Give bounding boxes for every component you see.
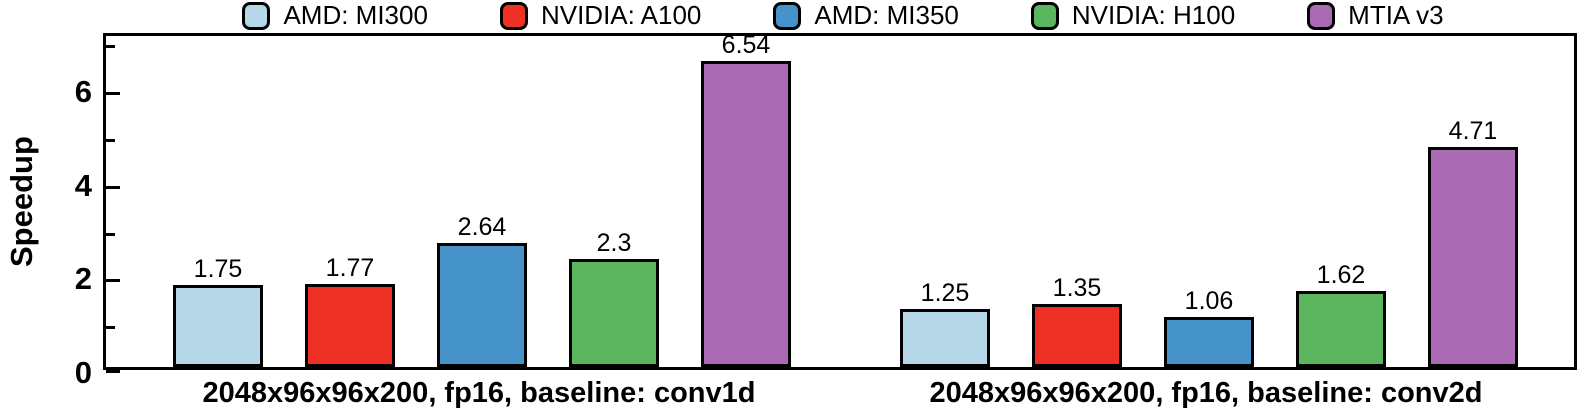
legend-label: NVIDIA: A100: [540, 0, 702, 30]
bar-value-label: 4.71: [1448, 116, 1498, 145]
legend-item: MTIA v3: [1307, 0, 1444, 30]
legend-item: AMD: MI350: [773, 2, 959, 30]
bar-value-label: 1.25: [920, 278, 970, 307]
y-tick-minor: [106, 138, 115, 142]
bar-nvidia-h100: 1.62: [1296, 263, 1386, 367]
legend-swatch-icon: [1030, 2, 1059, 30]
bar-mtia-v3: 4.71: [1428, 118, 1518, 367]
bar-nvidia-a100: 1.35: [1032, 275, 1122, 367]
bar-mtia-v3: 6.54: [701, 32, 791, 367]
y-tick-label: 2: [74, 261, 92, 297]
legend-label: MTIA v3: [1348, 0, 1444, 30]
y-tick-major: [106, 185, 120, 189]
y-tick-major: [106, 370, 120, 373]
y-tick-minor: [106, 326, 115, 330]
bar-nvidia-a100: 1.77: [305, 256, 395, 367]
bar-amd-mi300: 1.75: [173, 257, 263, 367]
bar-value-label: 1.62: [1316, 261, 1366, 290]
y-tick-major: [106, 279, 120, 283]
bar-group: 1.75 1.77 2.64 2.3 6.54: [173, 32, 791, 367]
bar-value-label: 2.64: [457, 213, 507, 242]
bar-amd-mi300: 1.25: [900, 280, 990, 367]
bar-value-label: 1.06: [1184, 287, 1234, 316]
legend-swatch-icon: [499, 2, 528, 30]
y-tick-label: 0: [74, 355, 92, 390]
x-group-label: 2048x96x96x200, fp16, baseline: conv1d: [202, 377, 756, 409]
x-group-label: 2048x96x96x200, fp16, baseline: conv2d: [929, 377, 1483, 409]
legend-swatch-icon: [1307, 2, 1336, 30]
bar-value-label: 2.3: [596, 229, 632, 258]
y-tick-minor: [106, 232, 115, 236]
legend-swatch-icon: [242, 2, 271, 30]
y-tick-label: 6: [74, 74, 92, 110]
bar-amd-mi350: 2.64: [437, 215, 527, 367]
bar-nvidia-h100: 2.3: [569, 231, 659, 367]
legend-label: NVIDIA: H100: [1071, 0, 1236, 30]
bar-group: 1.25 1.35 1.06 1.62 4.71: [900, 118, 1518, 367]
legend-item: NVIDIA: A100: [499, 0, 702, 30]
y-tick-label: 4: [74, 167, 92, 203]
bar-value-label: 6.54: [721, 30, 771, 59]
legend-label: AMD: MI350: [814, 0, 959, 30]
legend-item: NVIDIA: H100: [1030, 0, 1236, 30]
plot-area: 1.75 1.77 2.64 2.3 6.54 1.25 1.35 1.06 1.62 4.71: [103, 32, 1577, 373]
legend-swatch-icon: [773, 2, 802, 30]
y-tick-major: [106, 92, 120, 96]
legend-label: AMD: MI300: [283, 0, 428, 30]
legend: AMD: MI300 NVIDIA: A100 AMD: MI350 NVIDIA: …: [103, 0, 1583, 32]
legend-item: AMD: MI300: [242, 2, 428, 30]
y-tick-minor: [106, 45, 115, 49]
bar-amd-mi350: 1.06: [1164, 289, 1254, 367]
bar-value-label: 1.35: [1052, 273, 1102, 302]
bar-value-label: 1.75: [193, 255, 243, 284]
bar-value-label: 1.77: [325, 254, 375, 283]
